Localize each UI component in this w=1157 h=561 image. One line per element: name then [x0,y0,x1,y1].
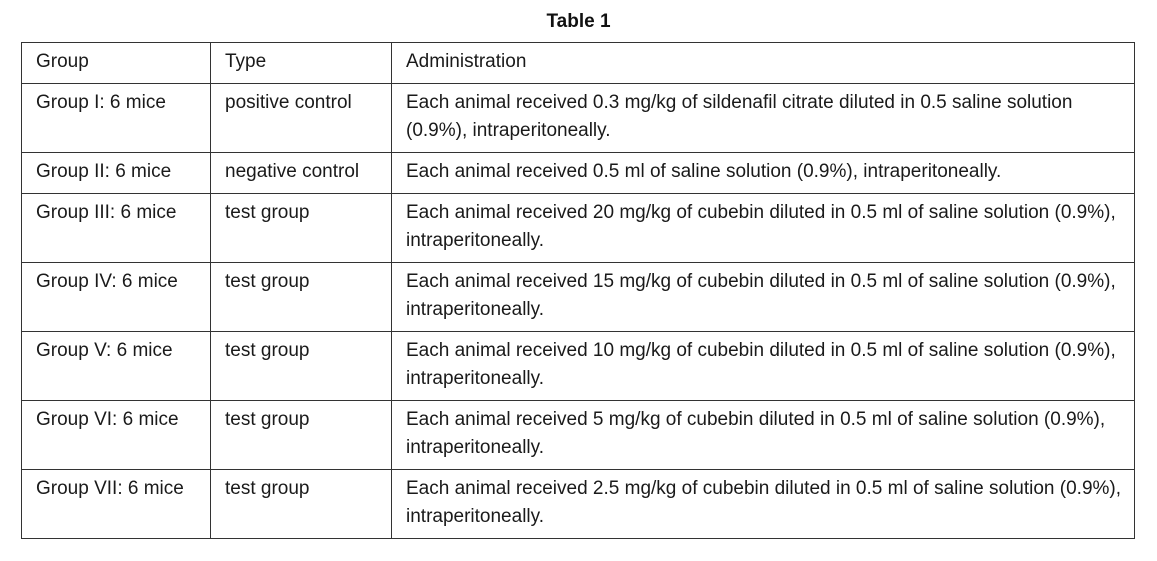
cell-administration: Each animal received 2.5 mg/kg of cubebi… [391,469,1135,539]
table-row: Group V: 6 mice test group Each animal r… [21,331,1135,401]
column-header-type: Type [210,42,392,84]
table-row: Group IV: 6 mice test group Each animal … [21,262,1135,332]
cell-group: Group V: 6 mice [21,331,211,401]
column-header-administration: Administration [391,42,1135,84]
cell-type: positive control [210,83,392,153]
cell-administration: Each animal received 0.5 ml of saline so… [391,152,1135,194]
cell-group: Group II: 6 mice [21,152,211,194]
cell-administration: Each animal received 0.3 mg/kg of silden… [391,83,1135,153]
cell-group: Group VI: 6 mice [21,400,211,470]
table-row: Group I: 6 mice positive control Each an… [21,83,1135,153]
groups-table: Group Type Administration Group I: 6 mic… [21,42,1135,539]
table-header-row: Group Type Administration [21,42,1135,84]
cell-administration: Each animal received 5 mg/kg of cubebin … [391,400,1135,470]
table-title: Table 1 [546,11,611,32]
cell-administration: Each animal received 15 mg/kg of cubebin… [391,262,1135,332]
cell-administration: Each animal received 10 mg/kg of cubebin… [391,331,1135,401]
column-header-group: Group [21,42,211,84]
cell-type: test group [210,400,392,470]
cell-type: test group [210,331,392,401]
cell-type: test group [210,469,392,539]
cell-type: negative control [210,152,392,194]
cell-group: Group IV: 6 mice [21,262,211,332]
table-row: Group VI: 6 mice test group Each animal … [21,400,1135,470]
table-row: Group VII: 6 mice test group Each animal… [21,469,1135,539]
cell-type: test group [210,262,392,332]
cell-administration: Each animal received 20 mg/kg of cubebin… [391,193,1135,263]
cell-group: Group VII: 6 mice [21,469,211,539]
table-row: Group III: 6 mice test group Each animal… [21,193,1135,263]
cell-type: test group [210,193,392,263]
table-row: Group II: 6 mice negative control Each a… [21,152,1135,194]
cell-group: Group I: 6 mice [21,83,211,153]
cell-group: Group III: 6 mice [21,193,211,263]
